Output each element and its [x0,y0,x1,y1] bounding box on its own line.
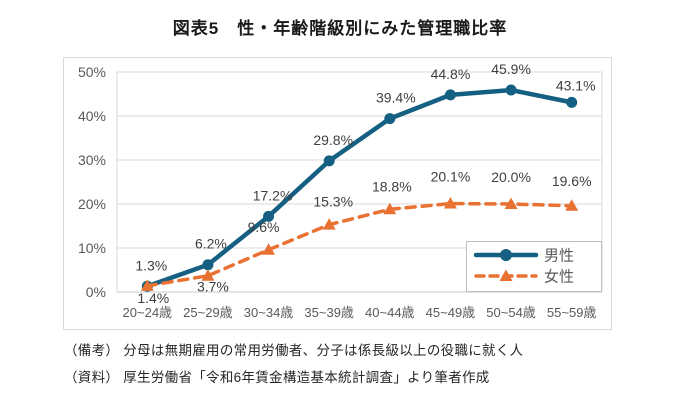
female-data-point [504,197,518,209]
x-axis-labels: 20~24歳 25~29歳 30~34歳 35~39歳 40~44歳 45~49歳 50~5… [123,305,597,320]
x-tick-label: 35~39歳 [304,305,354,320]
male-data-label: 1.3% [135,257,167,273]
male-data-point [202,259,214,271]
male-data-point [444,89,456,101]
male-data-label: 29.8% [313,132,353,148]
female-data-label: 18.8% [372,178,412,194]
male-data-point [505,84,517,96]
female-data-label: 1.4% [137,290,169,306]
male-data-point [566,96,578,108]
plot-border [116,71,603,293]
female-series-line [145,201,574,288]
female-legend-marker [499,269,513,281]
female-series: 1.4% 3.7% 9.6% 15.3% 18.8% 20.1% 20.0% 19.6% [137,169,591,306]
female-data-label: 20.0% [491,169,531,185]
female-data-point [565,199,579,211]
female-data-point [383,202,397,215]
x-tick-label: 25~29歳 [183,305,233,320]
female-data-point [201,269,215,281]
x-tick-label: 40~44歳 [365,305,415,320]
female-data-label: 20.1% [431,169,471,185]
x-tick-label: 50~54歳 [486,305,536,320]
female-data-label: 19.6% [552,173,592,189]
legend-box [466,241,602,292]
y-tick-label: 40% [78,108,106,124]
female-data-label: 3.7% [197,279,229,295]
y-tick-label: 20% [78,196,106,212]
female-data-point [443,197,457,209]
male-data-point [384,113,396,125]
note-remarks: （備考） 分母は無期雇用の常用労働者、分子は係長級以上の役職に就く人 [64,343,524,358]
male-data-label: 17.2% [253,187,293,203]
x-tick-label: 30~34歳 [244,305,294,320]
x-tick-label: 20~24歳 [123,305,173,320]
male-data-point [263,210,275,222]
y-tick-label: 50% [78,64,106,80]
female-data-label: 9.6% [248,219,280,235]
male-series-line [145,87,574,289]
chart-title: 図表5 性・年齢階級別にみた管理職比率 [172,19,508,38]
male-legend-marker [500,249,512,261]
male-legend-label: 男性 [544,248,574,265]
chart-plot-area: 0% 10% 20% 30% 40% 50% 20~24歳 25~29歳 30~34歳 35~39… [63,57,612,330]
y-tick-label: 10% [78,240,106,256]
x-tick-label: 45~49歳 [426,305,476,320]
female-data-label: 15.3% [313,194,353,210]
female-legend-label: 女性 [544,268,574,286]
male-data-point [323,155,335,167]
y-tick-label: 30% [78,152,106,168]
male-data-label: 44.8% [431,66,471,82]
male-data-label: 43.1% [556,77,596,93]
y-tick-label: 0% [86,284,106,300]
male-data-label: 39.4% [376,90,416,106]
female-data-point [140,279,154,291]
male-data-label: 6.2% [195,236,227,252]
male-data-label: 45.9% [491,61,531,77]
female-data-point [322,218,336,230]
female-data-point [262,243,276,255]
note-source: （資料） 厚生労働省「令和6年賃金構造基本統計調査」より筆者作成 [64,370,490,385]
x-tick-label: 55~59歳 [547,305,597,320]
